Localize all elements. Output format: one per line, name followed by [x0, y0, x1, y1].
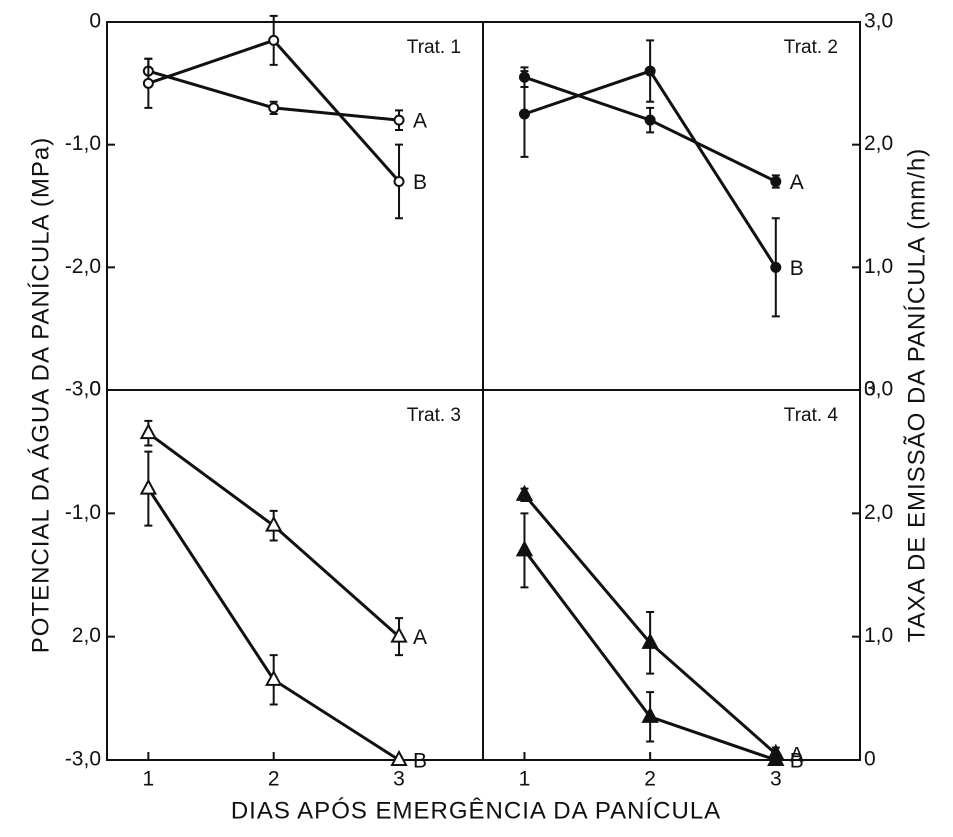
x-axis-label: DIAS APÓS EMERGÊNCIA DA PANÍCULA	[231, 797, 721, 824]
series-label: B	[790, 750, 804, 773]
marker	[390, 626, 408, 643]
y2-tick-label: 1,0	[864, 624, 893, 647]
marker	[390, 749, 408, 766]
marker	[518, 108, 530, 120]
marker	[265, 669, 283, 686]
y2-tick-label: 1,0	[864, 255, 893, 278]
y-tick-label: -3,0	[65, 378, 101, 401]
panel-frame	[482, 389, 861, 761]
marker	[770, 175, 782, 187]
marker	[767, 749, 785, 766]
series-label: A	[413, 110, 427, 133]
x-tick-label: 2	[268, 768, 280, 791]
x-tick-label: 3	[393, 768, 405, 791]
y-tick-label: 0	[89, 378, 101, 401]
marker	[268, 102, 280, 114]
panel-title: Trat. 1	[407, 37, 461, 58]
series-label: B	[413, 750, 427, 773]
marker	[515, 540, 534, 557]
marker	[142, 77, 154, 89]
panel-title: Trat. 3	[407, 405, 461, 426]
y2-tick-label: 2,0	[864, 132, 893, 155]
y2-tick-label: 2,0	[864, 501, 893, 524]
y2-tick-label: 3,0	[864, 10, 893, 33]
y2-axis-label: TAXA DE EMISSÃO DA PANÍCULA (mm/h)	[903, 148, 930, 643]
marker	[770, 261, 782, 273]
panel-frame	[482, 21, 861, 391]
y-tick-label: -1,0	[65, 132, 101, 155]
y-tick-label: -3,0	[65, 748, 101, 771]
marker	[515, 484, 534, 501]
marker	[268, 34, 280, 46]
marker	[641, 632, 659, 649]
x-tick-label: 1	[519, 768, 531, 791]
y-tick-label: -1,0	[65, 501, 101, 524]
marker	[139, 478, 158, 495]
x-tick-label: 3	[770, 768, 782, 791]
y2-tick-label: 3,0	[864, 378, 893, 401]
x-tick-label: 1	[143, 768, 155, 791]
series-label: A	[413, 626, 427, 649]
y-tick-label: 0	[89, 10, 101, 33]
series-label: B	[413, 171, 427, 194]
y-tick-label: 2,0	[72, 624, 101, 647]
panel-title: Trat. 4	[784, 405, 839, 426]
marker	[393, 114, 405, 126]
panel-title: Trat. 2	[784, 37, 838, 58]
marker	[139, 423, 158, 440]
marker	[393, 175, 405, 187]
x-tick-label: 2	[644, 768, 656, 791]
marker	[641, 706, 659, 723]
marker	[644, 114, 656, 126]
marker	[644, 65, 656, 77]
marker	[265, 515, 283, 532]
series-label: A	[790, 171, 804, 194]
y2-tick-label: 0	[864, 378, 876, 401]
series-label: B	[790, 257, 804, 280]
y-axis-label: POTENCIAL DA ÁGUA DA PANÍCULA (MPa)	[27, 137, 54, 653]
y-tick-label: -2,0	[65, 255, 101, 278]
y2-tick-label: 0	[864, 748, 876, 771]
series-label: A	[790, 743, 804, 766]
